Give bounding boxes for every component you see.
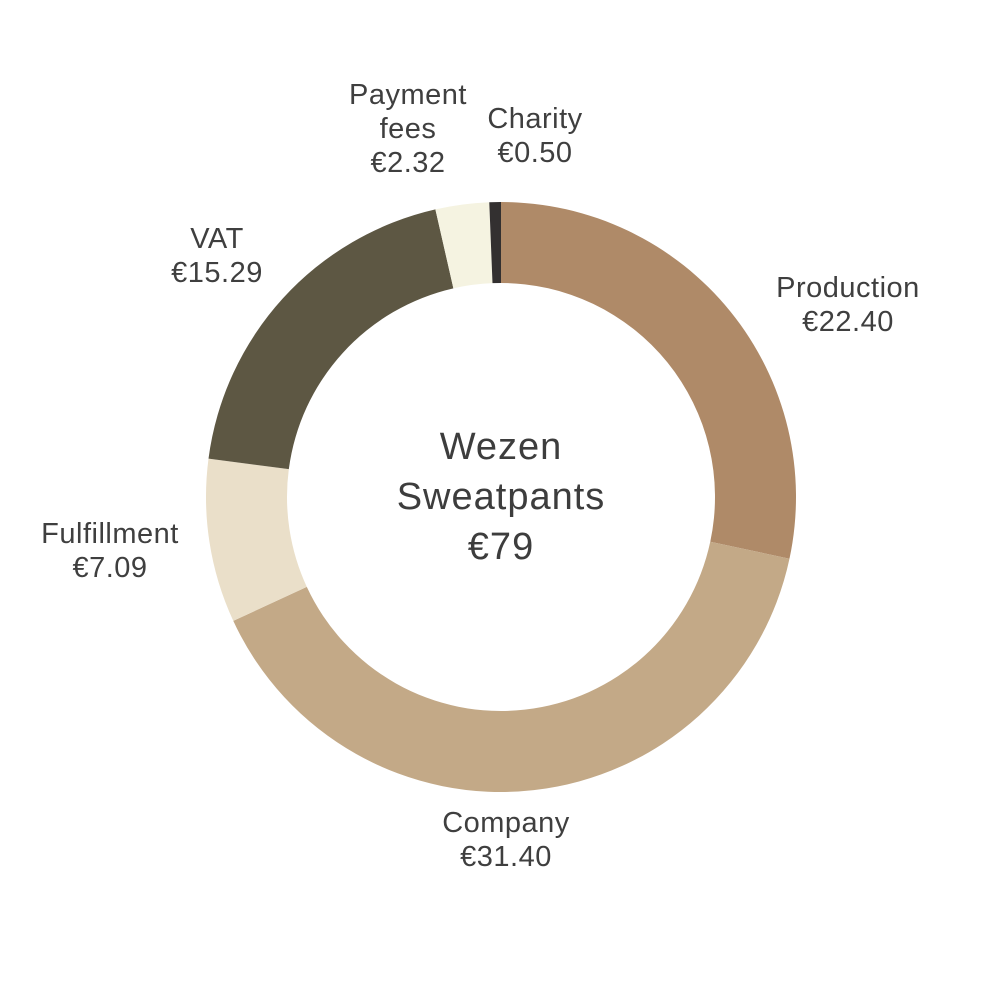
slice-label-charity: Charity €0.50 — [487, 102, 582, 170]
slice-company — [233, 541, 790, 792]
slice-payment-fees — [435, 202, 493, 289]
slice-label-value: €31.40 — [460, 841, 552, 873]
slice-label-name: Fulfillment — [41, 518, 179, 550]
slice-fulfillment — [206, 458, 307, 621]
slice-label-company: Company €31.40 — [442, 806, 570, 874]
slice-label-name: Production — [776, 272, 920, 304]
slice-label-vat: VAT €15.29 — [171, 222, 263, 290]
slice-production — [501, 202, 796, 559]
slice-label-name: Company — [442, 807, 570, 839]
slice-label-value: €7.09 — [72, 552, 148, 584]
slice-label-value: €2.32 — [370, 147, 446, 179]
slice-charity — [489, 201, 501, 284]
product-price: €79 — [467, 526, 535, 568]
product-name: Wezen Sweatpants — [396, 426, 606, 518]
slice-label-production: Production €22.40 — [776, 271, 920, 339]
slice-label-fulfillment: Fulfillment €7.09 — [41, 517, 179, 585]
slice-label-name: Charity — [487, 103, 583, 135]
slice-label-value: €22.40 — [802, 306, 894, 338]
slice-label-value: €0.50 — [497, 137, 573, 169]
chart-center-label: Wezen Sweatpants €79 — [371, 422, 631, 572]
slice-label-payment-fees: Payment fees €2.32 — [349, 78, 467, 180]
slice-label-value: €15.29 — [171, 257, 263, 289]
slice-label-name: Payment fees — [349, 79, 467, 145]
slice-label-name: VAT — [190, 223, 244, 255]
slice-vat — [208, 209, 454, 470]
